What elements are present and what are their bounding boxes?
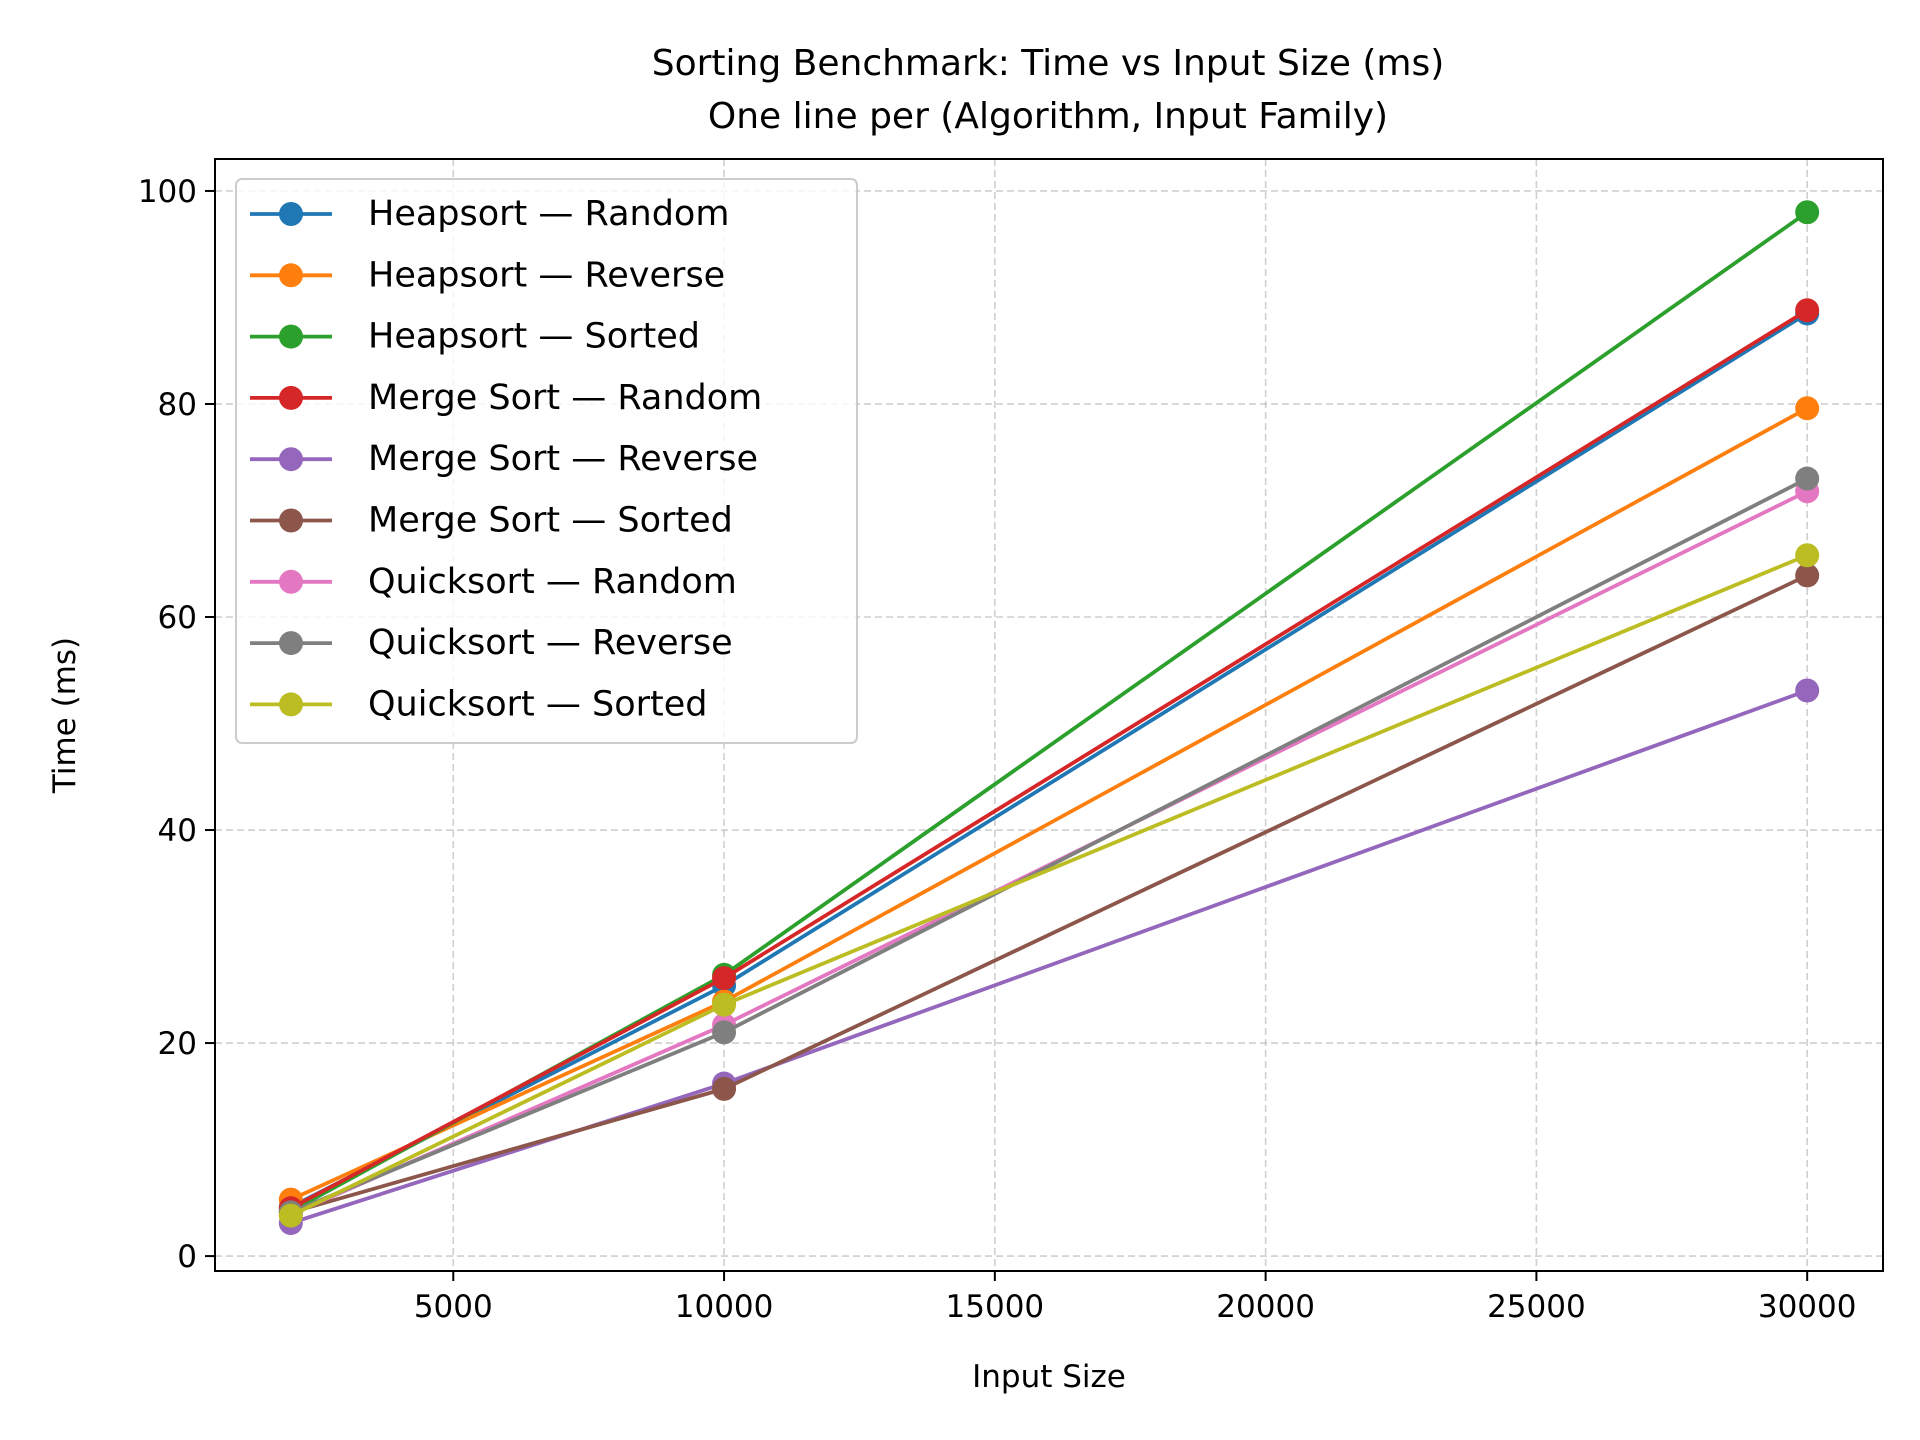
- legend-item: Quicksort — Random: [250, 562, 737, 602]
- legend-label: Quicksort — Sorted: [368, 684, 707, 724]
- data-point: [712, 992, 737, 1017]
- legend-label: Heapsort — Sorted: [368, 317, 700, 357]
- series-8: [278, 543, 1820, 1228]
- legend-item: Heapsort — Reverse: [250, 255, 725, 295]
- legend-swatch-marker: [279, 508, 303, 533]
- data-point: [1795, 298, 1820, 323]
- legend-label: Quicksort — Random: [368, 562, 737, 602]
- x-tick-label: 25000: [1487, 1289, 1586, 1325]
- legend-swatch-marker: [279, 263, 303, 288]
- data-point: [1795, 563, 1820, 588]
- legend-swatch-marker: [279, 447, 303, 472]
- plot-area-frame: [214, 158, 1884, 1272]
- x-tick-label: 15000: [946, 1289, 1045, 1325]
- x-tick-label: 5000: [414, 1289, 493, 1325]
- legend-item: Quicksort — Sorted: [250, 684, 707, 724]
- y-tick-label: 100: [138, 174, 197, 210]
- legend-label: Merge Sort — Sorted: [368, 501, 733, 541]
- legend-swatch-marker: [279, 631, 303, 656]
- legend-swatch-marker: [279, 692, 303, 717]
- data-point: [1795, 543, 1820, 568]
- x-axis-ticks: 5000 10000 15000 20000 25000 30000: [414, 1271, 1857, 1325]
- chart-title: Sorting Benchmark: Time vs Input Size (m…: [652, 43, 1445, 84]
- data-point: [278, 1203, 303, 1228]
- data-point: [1795, 200, 1820, 225]
- data-point: [1795, 396, 1820, 421]
- y-tick-label: 80: [158, 387, 197, 423]
- x-tick-label: 30000: [1758, 1289, 1857, 1325]
- legend-item: Heapsort — Sorted: [250, 317, 700, 357]
- legend-label: Merge Sort — Random: [368, 378, 762, 418]
- legend-item: Heapsort — Random: [250, 194, 729, 234]
- x-axis-label: Input Size: [972, 1359, 1126, 1395]
- series-5: [278, 563, 1820, 1225]
- legend-swatch-marker: [279, 385, 303, 410]
- series-lines: [278, 200, 1820, 1236]
- legend-item: Merge Sort — Sorted: [250, 501, 733, 541]
- y-tick-label: 60: [158, 600, 197, 636]
- data-point: [712, 966, 737, 991]
- legend-swatch-marker: [279, 569, 303, 594]
- legend-items: Heapsort — Random Heapsort — Reverse Heaps…: [250, 194, 762, 724]
- data-point: [712, 1076, 737, 1101]
- legend-swatch-marker: [279, 324, 303, 349]
- legend: Heapsort — Random Heapsort — Reverse Heaps…: [235, 178, 858, 744]
- data-point: [712, 1020, 737, 1045]
- legend-label: Heapsort — Random: [368, 194, 729, 234]
- x-tick-label: 10000: [675, 1289, 774, 1325]
- legend-item: Merge Sort — Reverse: [250, 439, 758, 479]
- legend-item: Merge Sort — Random: [250, 378, 762, 418]
- x-tick-label: 20000: [1216, 1289, 1315, 1325]
- legend-label: Quicksort — Reverse: [368, 623, 733, 663]
- legend-swatch-marker: [279, 202, 303, 226]
- y-axis-label: Time (ms): [47, 637, 83, 794]
- data-point: [1795, 466, 1820, 491]
- legend-box: [235, 178, 858, 744]
- y-tick-label: 20: [158, 1026, 197, 1062]
- legend-label: Merge Sort — Reverse: [368, 439, 758, 479]
- legend-label: Heapsort — Reverse: [368, 255, 725, 295]
- data-point: [1795, 678, 1820, 703]
- chart-subtitle: One line per (Algorithm, Input Family): [708, 96, 1388, 137]
- y-tick-label: 0: [177, 1239, 197, 1275]
- y-tick-label: 40: [158, 813, 197, 849]
- y-axis-ticks: 0 20 40 60 80 100: [138, 174, 215, 1275]
- legend-item: Quicksort — Reverse: [250, 623, 733, 663]
